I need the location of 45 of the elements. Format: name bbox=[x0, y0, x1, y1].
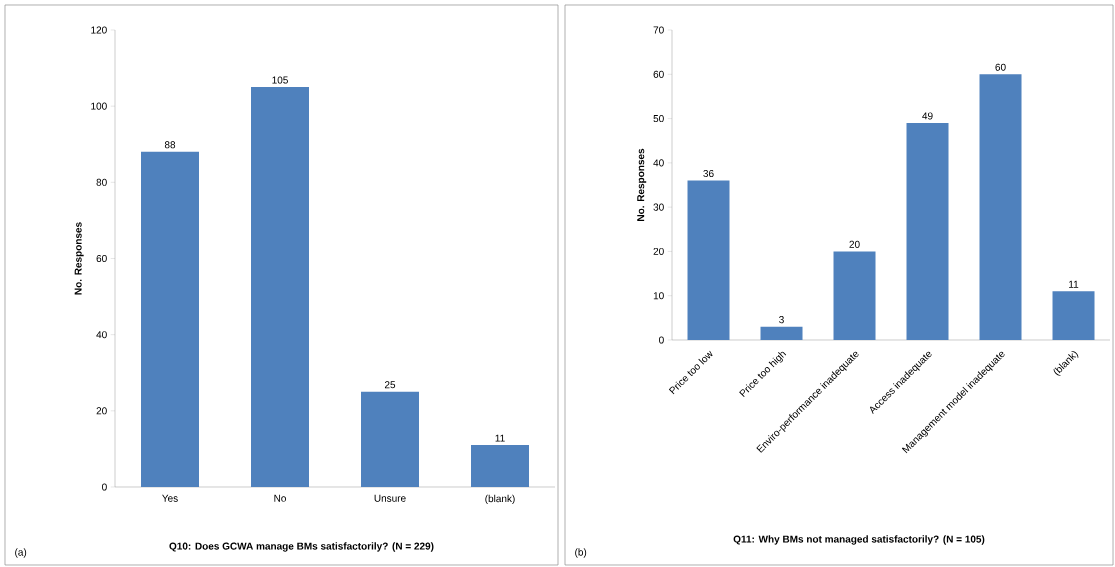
text: (a) bbox=[15, 548, 27, 558]
y-tick-label: 0 bbox=[102, 483, 107, 491]
y-tick-label: 40 bbox=[653, 159, 664, 167]
bar bbox=[979, 74, 1022, 340]
data-label: 20 bbox=[849, 240, 860, 248]
y-axis-title: No. Responses bbox=[637, 148, 647, 221]
bar bbox=[361, 391, 419, 487]
bar bbox=[760, 326, 803, 340]
y-tick-label: 120 bbox=[91, 26, 107, 34]
data-label: 60 bbox=[995, 63, 1006, 71]
y-tick-label: 20 bbox=[653, 247, 664, 255]
bar bbox=[471, 445, 530, 487]
bar bbox=[687, 180, 730, 340]
bar bbox=[1052, 291, 1095, 340]
y-tick-label: 60 bbox=[653, 70, 664, 78]
y-tick-label: 60 bbox=[96, 254, 107, 263]
x-tick-label: Yes bbox=[162, 494, 178, 502]
y-tick-label: 20 bbox=[96, 407, 107, 415]
data-label: 25 bbox=[384, 381, 396, 389]
x-tick-label: (blank) bbox=[485, 494, 515, 505]
bar bbox=[833, 251, 876, 340]
y-axis-title: No. Responses bbox=[74, 222, 84, 295]
data-label: 49 bbox=[922, 112, 933, 120]
y-tick-label: 70 bbox=[653, 26, 664, 34]
bar bbox=[251, 87, 309, 487]
text: (b) bbox=[575, 548, 587, 558]
y-tick-label: 30 bbox=[653, 203, 664, 211]
y-tick-label: 40 bbox=[96, 331, 107, 339]
y-tick-label: 0 bbox=[659, 336, 664, 344]
y-tick-label: 10 bbox=[653, 292, 664, 300]
x-tick-label: Unsure bbox=[374, 494, 406, 502]
data-label: 36 bbox=[703, 169, 714, 178]
text: Q11: Why BMs not managed satisfactorily? (N = 105) bbox=[733, 535, 985, 545]
bar bbox=[141, 151, 199, 487]
data-label: 3 bbox=[779, 316, 784, 324]
text: Q10: Does GCWA manage BMs satisfactorily? (N = 229) bbox=[169, 542, 434, 552]
y-tick-label: 100 bbox=[91, 102, 107, 110]
bar bbox=[906, 123, 949, 340]
data-label: 11 bbox=[495, 434, 505, 442]
data-label: 11 bbox=[1069, 280, 1079, 288]
y-tick-label: 50 bbox=[653, 115, 664, 123]
x-tick-label: No bbox=[274, 494, 286, 502]
data-label: 88 bbox=[164, 141, 176, 149]
y-tick-label: 80 bbox=[96, 178, 107, 186]
data-label: 105 bbox=[272, 76, 288, 84]
